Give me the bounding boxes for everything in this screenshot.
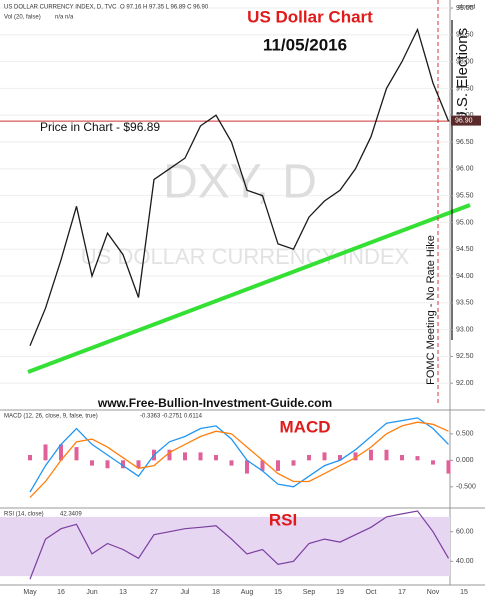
x-tick-label: May	[23, 589, 37, 596]
volume-label: Vol (20, false)	[4, 15, 41, 21]
x-tick-label: Sep	[303, 589, 316, 596]
y-tick-label: 92.00	[456, 380, 474, 387]
macd-line	[29, 417, 449, 493]
x-tick-label: 27	[150, 589, 158, 596]
y-tick-label: 95.00	[456, 219, 474, 226]
y-tick-label: 98.50	[456, 32, 474, 39]
y-tick-label: 94.50	[456, 246, 474, 253]
y-tick-label: 96.00	[456, 166, 474, 173]
x-tick-label: Jul	[181, 589, 190, 596]
histogram-bar	[291, 460, 296, 466]
histogram-bar	[353, 452, 358, 461]
y-tick-label: 95.50	[456, 192, 474, 199]
trend-line	[27, 203, 471, 374]
last-price-label: 96.90	[455, 117, 473, 124]
histogram-bar	[136, 460, 141, 469]
macd-label: MACD (12, 26, close, 9, false, true)	[4, 414, 98, 420]
y-tick-label: -0.500	[456, 484, 476, 491]
histogram-bar	[384, 449, 389, 461]
ohlc: O 97.16 H 97.35 L 96.89 C 96.90	[120, 5, 209, 11]
histogram-bar	[229, 460, 234, 466]
macd-readout: -0.3363 -0.2751 0.6114	[140, 414, 203, 420]
histogram-bar	[121, 460, 125, 469]
y-tick-label: 40.00	[456, 558, 474, 565]
histogram-bar	[28, 455, 32, 461]
x-tick-label: Aug	[241, 589, 254, 596]
y-tick-label: 94.00	[456, 273, 474, 280]
volume-values: n/a n/a	[55, 15, 74, 21]
rsi-line	[29, 510, 450, 580]
histogram-bar	[214, 455, 218, 461]
chart-subtitle: 11/05/2016	[263, 35, 347, 54]
histogram-bar	[167, 449, 172, 461]
histogram-bar	[369, 449, 373, 461]
x-tick-label: 19	[336, 589, 344, 596]
last-price-box	[451, 115, 481, 126]
y-tick-label: 92.50	[456, 353, 474, 360]
elections-annotation: U.S. Elections	[454, 28, 471, 122]
macd-title: MACD	[280, 417, 331, 436]
histogram-bar	[446, 460, 451, 474]
histogram-bar	[198, 452, 203, 461]
watermark: DXY, D	[163, 156, 317, 209]
histogram-bar	[59, 444, 63, 461]
y-tick-label: 97.00	[456, 112, 474, 119]
histogram-bar	[400, 455, 404, 461]
y-tick-label: 96.50	[456, 139, 474, 146]
histogram-bar	[260, 460, 265, 471]
x-tick-label: Jun	[86, 589, 97, 596]
histogram-bar	[431, 460, 435, 465]
x-tick-label: Oct	[366, 589, 377, 596]
fomc-annotation: FOMC Meeting - No Rate Hike	[425, 235, 437, 385]
symbol: US DOLLAR CURRENCY INDEX, D, TVC	[4, 5, 117, 11]
histogram-bar	[338, 455, 342, 461]
x-tick-label: 13	[119, 589, 127, 596]
status: closed	[458, 5, 475, 11]
histogram-bar	[90, 460, 94, 466]
macd-line	[29, 421, 449, 498]
x-tick-label: 18	[212, 589, 220, 596]
chart-title: US Dollar Chart	[247, 7, 373, 26]
histogram-bar	[276, 460, 280, 471]
histogram-bar	[245, 460, 249, 474]
rsi-label: RSI (14, close)	[4, 512, 44, 518]
x-tick-label: 15	[274, 589, 282, 596]
price-line-series	[29, 27, 450, 346]
x-tick-label: 15	[460, 589, 468, 596]
y-tick-label: 97.50	[456, 85, 474, 92]
price-annotation: Price in Chart - $96.89	[40, 120, 160, 134]
histogram-bar	[307, 455, 311, 461]
x-tick-label: Nov	[427, 589, 440, 596]
y-tick-label: 93.00	[456, 326, 474, 333]
y-tick-label: 0.000	[456, 457, 474, 464]
rsi-band	[0, 516, 450, 577]
website: www.Free-Bullion-Investment-Guide.com	[97, 396, 332, 410]
rsi-readout: 42.3409	[60, 512, 82, 518]
y-tick-label: 0.500	[456, 431, 474, 438]
x-tick-label: 16	[57, 589, 65, 596]
y-tick-label: 99.00	[456, 5, 474, 12]
y-tick-label: 98.00	[456, 58, 474, 65]
histogram-bar	[183, 452, 187, 461]
y-tick-label: 60.00	[456, 529, 474, 536]
histogram-bar	[74, 447, 79, 461]
x-tick-label: 17	[398, 589, 406, 596]
y-tick-label: 93.50	[456, 300, 474, 307]
rsi-title: RSI	[269, 510, 297, 529]
histogram-bar	[43, 444, 48, 461]
histogram-bar	[105, 460, 110, 469]
histogram-bar	[322, 452, 327, 461]
histogram-bar	[415, 456, 420, 461]
